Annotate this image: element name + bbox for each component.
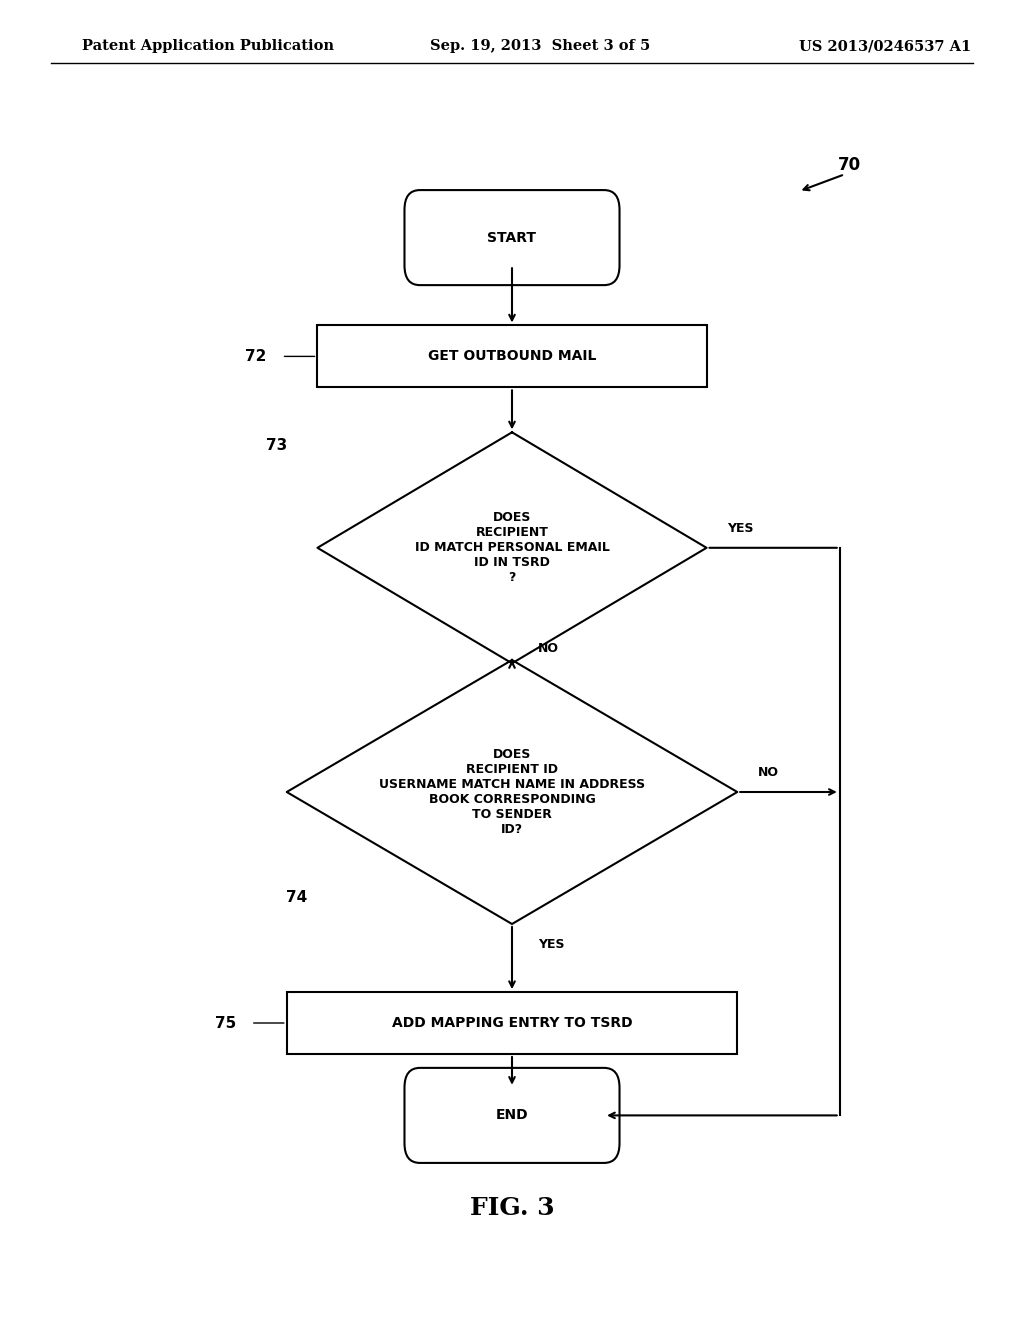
Text: END: END: [496, 1109, 528, 1122]
Text: DOES
RECIPIENT ID
USERNAME MATCH NAME IN ADDRESS
BOOK CORRESPONDING
TO SENDER
ID: DOES RECIPIENT ID USERNAME MATCH NAME IN…: [379, 748, 645, 836]
Text: DOES
RECIPIENT
ID MATCH PERSONAL EMAIL
ID IN TSRD
?: DOES RECIPIENT ID MATCH PERSONAL EMAIL I…: [415, 511, 609, 585]
Text: 70: 70: [839, 156, 861, 174]
Bar: [287, 993, 737, 1053]
Text: ADD MAPPING ENTRY TO TSRD: ADD MAPPING ENTRY TO TSRD: [392, 1016, 632, 1030]
Polygon shape: [287, 660, 737, 924]
FancyBboxPatch shape: [404, 1068, 620, 1163]
Text: FIG. 3: FIG. 3: [470, 1196, 554, 1220]
Bar: [317, 325, 707, 388]
Text: 72: 72: [246, 348, 266, 364]
Text: START: START: [487, 231, 537, 244]
Text: Sep. 19, 2013  Sheet 3 of 5: Sep. 19, 2013 Sheet 3 of 5: [430, 40, 650, 53]
FancyBboxPatch shape: [404, 190, 620, 285]
Text: 74: 74: [287, 890, 307, 906]
Text: US 2013/0246537 A1: US 2013/0246537 A1: [799, 40, 971, 53]
Polygon shape: [317, 433, 707, 664]
Text: YES: YES: [727, 521, 754, 535]
Text: 75: 75: [215, 1015, 236, 1031]
Text: 73: 73: [266, 438, 287, 453]
Text: Patent Application Publication: Patent Application Publication: [82, 40, 334, 53]
Text: NO: NO: [538, 642, 559, 655]
Text: YES: YES: [538, 939, 564, 952]
Text: GET OUTBOUND MAIL: GET OUTBOUND MAIL: [428, 350, 596, 363]
Text: NO: NO: [758, 766, 779, 779]
